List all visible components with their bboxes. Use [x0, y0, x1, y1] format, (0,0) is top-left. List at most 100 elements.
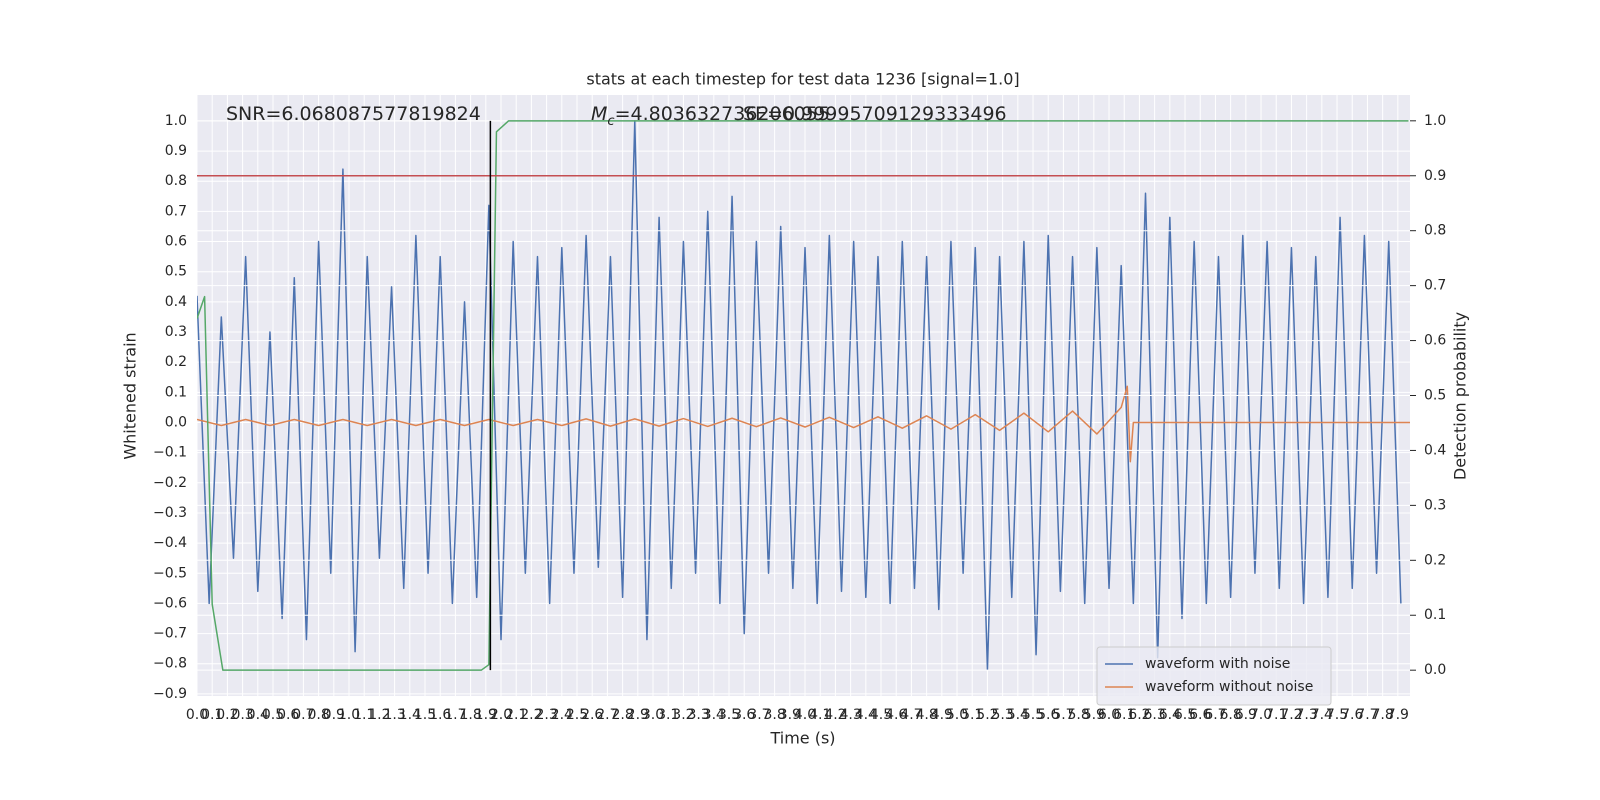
- y-tick-label: 0.6: [165, 234, 187, 250]
- x-tick-label: 0.6: [277, 707, 299, 723]
- y-tick-label: −0.1: [153, 445, 187, 461]
- x-tick-label: 2.0: [490, 707, 512, 723]
- x-tick-label: 7.7: [1356, 707, 1378, 723]
- y-tick-label: 0.2: [165, 354, 187, 370]
- x-tick-label: 0.0: [186, 707, 208, 723]
- x-tick-label: 3.9: [779, 707, 801, 723]
- x-tick-label: 2.2: [520, 707, 542, 723]
- x-tick-label: 2.5: [566, 707, 588, 723]
- y2-tick-label: 0.6: [1424, 333, 1446, 349]
- x-tick-label: 5.5: [1022, 707, 1044, 723]
- x-tick-label: 6.2: [1128, 707, 1150, 723]
- x-tick-label: 0.4: [247, 707, 269, 723]
- y-tick-label: 0.7: [165, 203, 187, 219]
- annotation-text: =4.803632736206055: [615, 103, 830, 125]
- x-tick-label: 2.3: [535, 707, 557, 723]
- x-tick-label: 1.2: [368, 707, 390, 723]
- x-tick-label: 1.6: [429, 707, 451, 723]
- x-tick-label: 5.1: [961, 707, 983, 723]
- x-tick-label: 7.8: [1372, 707, 1394, 723]
- x-tick-label: 7.4: [1311, 707, 1333, 723]
- y-tick-label: −0.2: [153, 475, 187, 491]
- x-tick-label: 6.7: [1204, 707, 1226, 723]
- y-axis-label: Whitened strain: [121, 332, 140, 459]
- annotation: Mc=4.803632736206055: [591, 103, 830, 130]
- x-tick-label: 1.9: [475, 707, 497, 723]
- x-tick-label: 0.8: [307, 707, 329, 723]
- x-axis-label: Time (s): [769, 729, 835, 748]
- x-tick-label: 6.4: [1159, 707, 1181, 723]
- annotation: SE=0.99995709129333496: [743, 103, 1007, 125]
- x-tick-label: 4.5: [870, 707, 892, 723]
- y2-tick-label: 0.3: [1424, 497, 1446, 513]
- x-tick-label: 6.1: [1113, 707, 1135, 723]
- y-tick-label: 0.1: [165, 384, 187, 400]
- x-tick-label: 5.4: [1007, 707, 1029, 723]
- x-tick-label: 5.8: [1067, 707, 1089, 723]
- x-tick-label: 0.9: [323, 707, 345, 723]
- y-tick-label: −0.3: [153, 505, 187, 521]
- x-tick-label: 0.7: [292, 707, 314, 723]
- x-tick-label: 7.9: [1387, 707, 1409, 723]
- y-tick-label: −0.7: [153, 626, 187, 642]
- annotation-subscript: c: [607, 114, 614, 129]
- x-tick-label: 3.3: [687, 707, 709, 723]
- y2-tick-label: 0.9: [1424, 168, 1446, 184]
- x-tick-label: 2.9: [627, 707, 649, 723]
- x-tick-label: 6.8: [1220, 707, 1242, 723]
- legend-box: [1096, 646, 1332, 706]
- x-tick-label: 6.3: [1143, 707, 1165, 723]
- x-tick-label: 4.6: [885, 707, 907, 723]
- x-tick-label: 7.3: [1296, 707, 1318, 723]
- annotation: SNR=6.068087577819824: [226, 103, 481, 125]
- x-tick-label: 2.7: [596, 707, 618, 723]
- x-tick-label: 4.4: [855, 707, 877, 723]
- y-tick-label: 0.9: [165, 143, 187, 159]
- x-tick-label: 4.8: [915, 707, 937, 723]
- series-line: [197, 385, 1410, 463]
- x-tick-label: 3.8: [763, 707, 785, 723]
- x-tick-label: 1.8: [459, 707, 481, 723]
- y-tick-label: −0.5: [153, 565, 187, 581]
- x-tick-label: 0.2: [216, 707, 238, 723]
- x-tick-label: 3.6: [733, 707, 755, 723]
- annotation-text: SNR=6.068087577819824: [226, 103, 481, 125]
- x-tick-label: 3.7: [748, 707, 770, 723]
- x-tick-label: 3.4: [703, 707, 725, 723]
- legend-label: waveform with noise: [1145, 656, 1290, 672]
- x-tick-label: 1.4: [399, 707, 421, 723]
- y-tick-label: 0.3: [165, 324, 187, 340]
- x-tick-label: 7.1: [1265, 707, 1287, 723]
- x-tick-label: 6.0: [1098, 707, 1120, 723]
- y2-tick-label: 0.4: [1424, 442, 1446, 458]
- y-tick-label: 0.4: [165, 294, 187, 310]
- y2-tick-label: 0.2: [1424, 552, 1446, 568]
- y-tick-label: 0.5: [165, 264, 187, 280]
- y-tick-label: 1.0: [165, 113, 187, 129]
- chart-title: stats at each timestep for test data 123…: [586, 70, 1019, 89]
- y2-tick-label: 0.1: [1424, 607, 1446, 623]
- x-tick-label: 0.1: [201, 707, 223, 723]
- x-tick-label: 6.5: [1174, 707, 1196, 723]
- x-tick-label: 6.6: [1189, 707, 1211, 723]
- x-tick-label: 5.0: [946, 707, 968, 723]
- x-tick-label: 1.0: [338, 707, 360, 723]
- x-tick-label: 4.7: [900, 707, 922, 723]
- y2-axis-label: Detection probability: [1451, 312, 1470, 480]
- y2-tick-label: 0.7: [1424, 278, 1446, 294]
- x-tick-label: 3.5: [718, 707, 740, 723]
- x-tick-label: 5.2: [976, 707, 998, 723]
- x-tick-label: 7.5: [1326, 707, 1348, 723]
- x-tick-label: 1.3: [383, 707, 405, 723]
- x-tick-label: 5.9: [1083, 707, 1105, 723]
- x-tick-label: 4.2: [824, 707, 846, 723]
- y2-tick-label: 1.0: [1424, 113, 1446, 129]
- x-tick-label: 6.9: [1235, 707, 1257, 723]
- x-tick-label: 3.2: [672, 707, 694, 723]
- y2-tick-label: 0.8: [1424, 223, 1446, 239]
- x-tick-label: 7.2: [1280, 707, 1302, 723]
- x-tick-label: 0.5: [262, 707, 284, 723]
- y2-tick-label: 0.5: [1424, 388, 1446, 404]
- x-tick-label: 2.6: [581, 707, 603, 723]
